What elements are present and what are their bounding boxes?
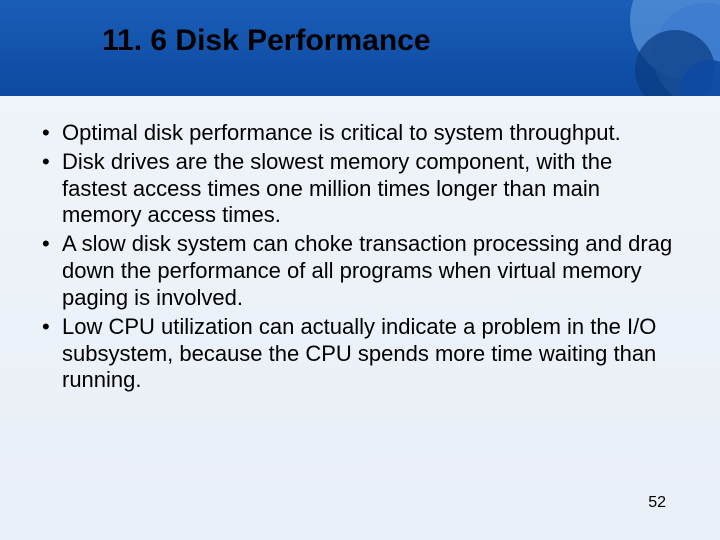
bullet-item: A slow disk system can choke transaction… [38, 231, 682, 311]
slide: 11. 6 Disk Performance Optimal disk perf… [0, 0, 720, 540]
page-number: 52 [648, 494, 666, 512]
bullet-item: Optimal disk performance is critical to … [38, 120, 682, 147]
header-decoration [580, 0, 720, 96]
slide-title: 11. 6 Disk Performance [102, 24, 431, 58]
slide-content: Optimal disk performance is critical to … [38, 120, 682, 396]
bullet-list: Optimal disk performance is critical to … [38, 120, 682, 394]
bullet-item: Low CPU utilization can actually indicat… [38, 314, 682, 394]
bullet-item: Disk drives are the slowest memory compo… [38, 149, 682, 229]
